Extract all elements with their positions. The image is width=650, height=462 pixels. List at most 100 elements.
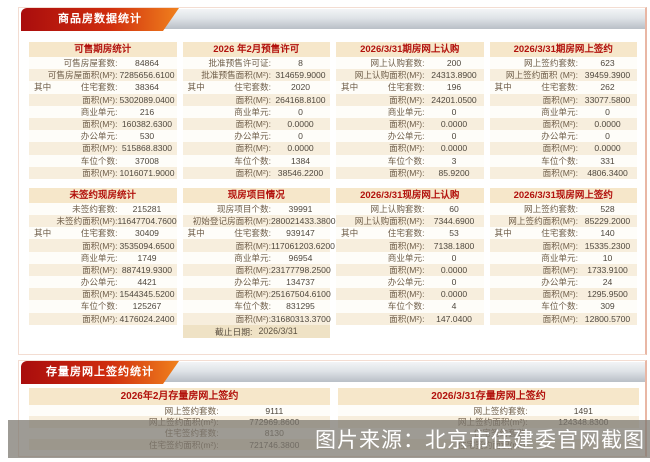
row-label: 办公单元: xyxy=(541,277,578,288)
row-label: 面积(M²): xyxy=(389,289,425,300)
panel-title: 现房项目情况 xyxy=(182,187,330,203)
row-value: 2020 xyxy=(290,82,311,93)
row-label: 面积(M²): xyxy=(82,240,118,251)
row-prefix: 其中 xyxy=(187,82,205,93)
row-label: 面积(M²): xyxy=(389,143,425,154)
panel-row: 可售房屋套数: 84864 xyxy=(29,57,177,70)
row-label: 面积(M²): xyxy=(542,289,578,300)
panel-row: 商业单元: 0 xyxy=(489,105,637,118)
row-value: 1749 xyxy=(137,252,157,263)
row-label: 面积(M²): xyxy=(235,119,271,130)
panel-row: 车位个数: 37008 xyxy=(29,154,177,167)
panel-row: 未签约面积(M²): 11647704.7600 xyxy=(29,215,177,228)
row-label: 车位个数: xyxy=(234,301,271,312)
panel-title: 2026/3/31现房网上认购 xyxy=(336,187,484,203)
row-label: 商业单元: xyxy=(541,106,578,117)
row-value: 0.0000 xyxy=(594,119,621,130)
row-value: 15335.2300 xyxy=(584,240,631,251)
row-label: 商业单元: xyxy=(80,106,118,117)
row-prefix: 其中 xyxy=(187,228,205,239)
row-label: 车位个数: xyxy=(541,301,578,312)
row-label: 住宅套数: xyxy=(80,82,118,93)
row-label: 网上签约面积(M²): xyxy=(508,216,578,227)
panel-row: 现房项目个数: 39991 xyxy=(182,202,330,216)
row-label: 住宅套数: xyxy=(541,82,578,93)
row-label: 面积(M²): xyxy=(235,143,271,154)
panel-row: 批准预售面积(M²): 314659.9000 xyxy=(182,69,330,82)
row-value: 60 xyxy=(449,203,459,214)
row-prefix: 其中 xyxy=(494,82,512,93)
row-value: 23177798.2500 xyxy=(271,264,331,275)
watermark-text: 图片来源：北京市住建委官网截图 xyxy=(315,429,645,452)
row-label: 商业单元: xyxy=(234,252,271,263)
panel-row: 面积(M²): 0.0000 xyxy=(336,117,484,131)
panel-row: 面积(M²): 23177798.2500 xyxy=(182,263,331,276)
panel-row: 办公单元: 134737 xyxy=(182,276,330,289)
row-label: 可售房屋面积(M²): xyxy=(47,70,118,81)
panel-row: 面积(M²): 5302089.0400 xyxy=(29,93,177,106)
row-value: 0.0000 xyxy=(287,143,314,154)
panel-row: 其中 住宅套数: 30409 xyxy=(29,227,177,240)
row-label: 面积(M²): xyxy=(82,289,118,300)
row-value: 0 xyxy=(605,106,610,117)
row-value: 7285656.6100 xyxy=(119,70,175,81)
panel-row: 未签约套数: 215281 xyxy=(29,202,177,216)
row-label: 面积(M²): xyxy=(82,119,118,130)
panel-row: 车位个数: 3 xyxy=(336,154,484,167)
panel-row: 面积(M²): 31680313.3700 xyxy=(182,312,331,325)
row-value: 30409 xyxy=(135,228,159,239)
panel-row: 其中 住宅套数: 53 xyxy=(336,227,484,240)
row-value: 0 xyxy=(451,106,457,117)
row-label: 面积(M²): xyxy=(82,264,118,275)
panel-row: 初始登记房面积(M²): 280021433.3800 xyxy=(182,215,336,228)
panel-row: 面积(M²): 0.0000 xyxy=(336,288,484,301)
stock-section-title: 存量房网上签约统计 xyxy=(21,361,179,384)
row-label: 车位个数: xyxy=(387,155,425,166)
row-value: 262 xyxy=(600,82,615,93)
panel-row: 车位个数: 309 xyxy=(489,300,637,313)
row-label: 面积(M²): xyxy=(389,313,425,324)
row-label: 面积(M²): xyxy=(235,240,271,251)
row-value: 33077.5800 xyxy=(584,94,631,105)
panel-row: 车位个数: 4 xyxy=(336,300,484,313)
panel-row: 网上认购面积(M²): 7344.6900 xyxy=(336,215,484,228)
row-label: 办公单元: xyxy=(80,277,118,288)
row-label: 批准预售面积(M²): xyxy=(201,70,271,81)
row-label: 面积(M²): xyxy=(82,94,118,105)
panel-row: 办公单元: 530 xyxy=(29,130,177,143)
panel-title: 可售期房统计 xyxy=(29,42,177,57)
panel-row: 网上签约套数: 1491 xyxy=(338,405,639,417)
row-value: 0 xyxy=(451,252,457,263)
row-label: 面积(M²): xyxy=(389,119,425,130)
panel-row: 面积(M²): 25167504.6100 xyxy=(182,288,331,301)
row-value: 85229.2000 xyxy=(584,216,631,227)
panel-row: 网上签约面积 (M²): 39459.3900 xyxy=(489,69,637,82)
top-panels-grid: 可售期房统计 可售房屋套数: 84864 可售房屋面积(M²): 7285656.610… xyxy=(29,42,637,338)
row-value: 1016071.9000 xyxy=(119,167,175,178)
panel-title: 2026/3/31存量房网上签约 xyxy=(338,388,639,405)
row-label: 网上认购套数: xyxy=(370,203,425,214)
panel-footer-date: 截止日期: 2026/3/31 xyxy=(182,324,330,338)
panel-row: 网上认购套数: 200 xyxy=(336,57,484,70)
row-label: 商业单元: xyxy=(234,106,271,117)
panel-row: 办公单元: 0 xyxy=(336,130,484,143)
row-value: 8 xyxy=(298,58,303,69)
panel-row: 面积(M²): 887419.9300 xyxy=(29,263,177,276)
row-label: 面积(M²): xyxy=(542,264,578,275)
row-value: 4806.3400 xyxy=(587,167,628,178)
row-label: 办公单元: xyxy=(387,131,425,142)
row-label: 办公单元: xyxy=(234,131,271,142)
row-label: 面积(M²): xyxy=(235,264,271,275)
panel-row: 面积(M²): 4806.3400 xyxy=(489,166,637,179)
panel-row: 面积(M²): 7138.1800 xyxy=(336,239,484,252)
panel-row: 车位个数: 125267 xyxy=(29,300,177,313)
panel-row: 车位个数: 1384 xyxy=(182,154,330,167)
panel-row: 商业单元: 10 xyxy=(489,251,637,264)
row-value: 3535094.6500 xyxy=(119,240,175,251)
row-prefix: 其中 xyxy=(494,228,512,239)
row-value: 0.0000 xyxy=(440,143,468,154)
row-label: 商业单元: xyxy=(387,252,425,263)
panel-row: 网上签约面积(M²): 85229.2000 xyxy=(489,215,637,228)
row-label: 面积(M²): xyxy=(235,167,271,178)
